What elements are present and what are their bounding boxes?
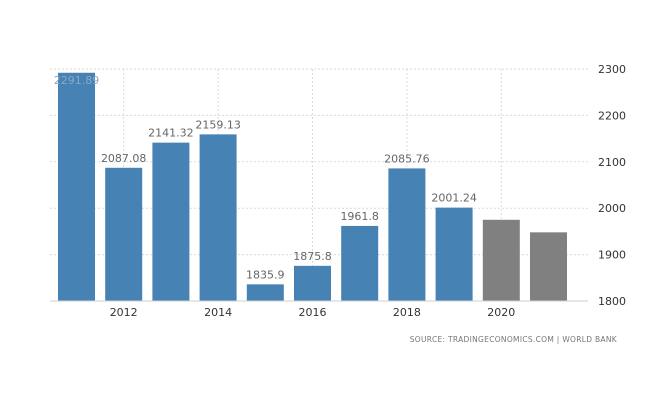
forecast-bar (530, 232, 567, 301)
bar (58, 72, 95, 302)
x-tick-label: 2016 (299, 306, 327, 319)
bar (435, 207, 473, 301)
data-label: 2141.32 (148, 127, 194, 140)
bar (152, 142, 190, 301)
forecast-bar (482, 219, 520, 301)
x-tick-label: 2018 (393, 306, 421, 319)
bar (341, 225, 379, 301)
bar (388, 168, 426, 301)
y-tick-label: 1900 (598, 249, 626, 262)
x-tick-label: 2012 (110, 306, 138, 319)
data-label: 1961.8 (340, 210, 379, 223)
x-axis-ticks: 2012 2014 2016 2018 2020 (110, 306, 516, 319)
data-label: 2159.13 (195, 118, 241, 131)
y-tick-label: 2000 (598, 202, 626, 215)
y-tick-label: 1800 (598, 295, 626, 308)
data-label: 1875.8 (293, 250, 332, 263)
source-note: SOURCE: TRADINGECONOMICS.COM | WORLD BAN… (410, 335, 618, 344)
bar (105, 167, 143, 301)
data-label: 2001.24 (431, 192, 477, 205)
bar (246, 284, 284, 301)
x-tick-label: 2014 (204, 306, 232, 319)
data-label: 2087.08 (101, 152, 147, 165)
y-tick-label: 2300 (598, 63, 626, 76)
data-label: 1835.9 (246, 268, 285, 281)
bar (294, 265, 331, 301)
bars (58, 72, 567, 302)
y-tick-label: 2200 (598, 109, 626, 122)
bar (199, 134, 237, 301)
y-tick-label: 2100 (598, 156, 626, 169)
x-tick-label: 2020 (487, 306, 515, 319)
data-label: 2291.89 (54, 74, 100, 87)
y-axis-ticks: 1800 1900 2000 2100 2200 2300 (598, 63, 626, 308)
data-label: 2085.76 (384, 152, 430, 165)
